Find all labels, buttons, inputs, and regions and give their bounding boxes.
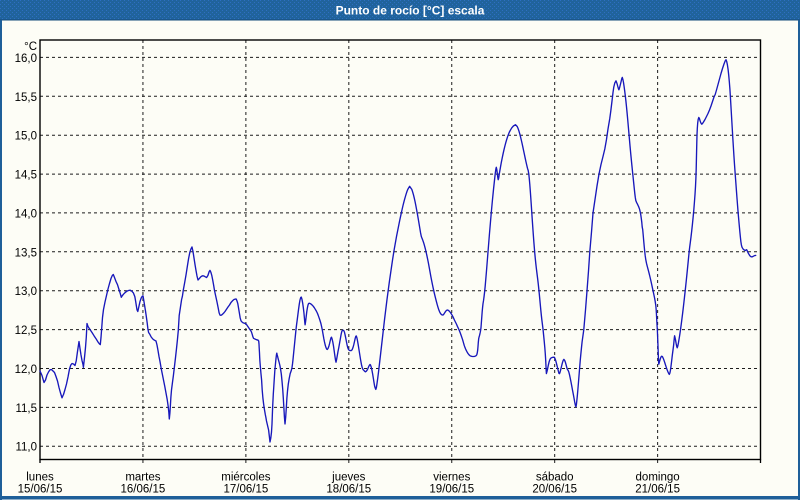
svg-text:15,0: 15,0 (15, 131, 37, 143)
svg-text:viernes: viernes (433, 472, 470, 484)
svg-text:12,0: 12,0 (15, 364, 37, 376)
svg-text:sábado: sábado (536, 472, 574, 484)
svg-text:16/06/15: 16/06/15 (121, 484, 166, 496)
svg-text:17/06/15: 17/06/15 (224, 484, 269, 496)
svg-text:martes: martes (125, 472, 160, 484)
svg-text:21/06/15: 21/06/15 (635, 484, 680, 496)
svg-text:13,5: 13,5 (15, 247, 37, 259)
svg-text:14,0: 14,0 (15, 208, 37, 220)
svg-text:15,5: 15,5 (15, 92, 37, 104)
svg-text:13,0: 13,0 (15, 286, 37, 298)
svg-text:12,5: 12,5 (15, 325, 37, 337)
svg-text:16,0: 16,0 (15, 53, 37, 65)
svg-text:14,5: 14,5 (15, 170, 37, 182)
svg-text:11,5: 11,5 (15, 403, 37, 415)
svg-text:lunes: lunes (26, 472, 54, 484)
svg-text:domingo: domingo (636, 472, 680, 484)
svg-text:11,0: 11,0 (15, 442, 37, 454)
svg-text:20/06/15: 20/06/15 (532, 484, 577, 496)
svg-text:19/06/15: 19/06/15 (429, 484, 474, 496)
svg-text:miércoles: miércoles (221, 472, 270, 484)
svg-text:°C: °C (24, 41, 37, 53)
svg-text:15/06/15: 15/06/15 (18, 484, 63, 496)
svg-text:Punto de rocío [°C] escala: Punto de rocío [°C] escala (336, 4, 485, 18)
svg-text:jueves: jueves (331, 472, 365, 484)
svg-text:18/06/15: 18/06/15 (326, 484, 371, 496)
